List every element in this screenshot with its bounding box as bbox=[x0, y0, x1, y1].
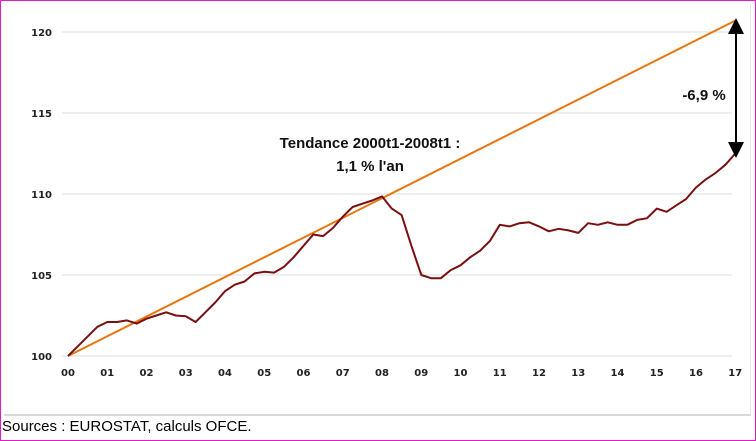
x-tick-label: 01 bbox=[100, 368, 114, 379]
y-tick-label: 120 bbox=[31, 28, 52, 39]
x-tick-label: 12 bbox=[532, 368, 546, 379]
gap-label: -6,9 % bbox=[682, 87, 725, 104]
trend-label-line1: Tendance 2000t1-2008t1 : bbox=[280, 135, 461, 152]
y-tick-label: 100 bbox=[31, 352, 52, 363]
x-tick-label: 03 bbox=[179, 368, 193, 379]
x-tick-label: 04 bbox=[218, 368, 232, 379]
x-tick-label: 11 bbox=[493, 368, 507, 379]
x-tick-label: 02 bbox=[140, 368, 154, 379]
x-tick-label: 16 bbox=[689, 368, 703, 379]
x-tick-label: 05 bbox=[257, 368, 271, 379]
x-tick-label: 14 bbox=[611, 368, 625, 379]
y-tick-label: 105 bbox=[31, 271, 52, 282]
x-tick-label: 10 bbox=[454, 368, 468, 379]
x-tick-label: 09 bbox=[414, 368, 428, 379]
x-tick-label: 15 bbox=[650, 368, 664, 379]
x-tick-label: 17 bbox=[728, 368, 742, 379]
y-tick-label: 110 bbox=[31, 190, 52, 201]
x-tick-label: 00 bbox=[61, 368, 75, 379]
x-tick-label: 08 bbox=[375, 368, 389, 379]
gdp-series-line bbox=[67, 152, 737, 357]
plot-area-border bbox=[4, 3, 751, 416]
x-tick-label: 13 bbox=[571, 368, 585, 379]
x-tick-label: 06 bbox=[297, 368, 311, 379]
x-tick-label: 07 bbox=[336, 368, 350, 379]
trend-line bbox=[67, 19, 736, 357]
y-tick-label: 115 bbox=[31, 109, 52, 120]
trend-label-line2: 1,1 % l'an bbox=[336, 158, 404, 175]
source-note: Sources : EUROSTAT, calculs OFCE. bbox=[2, 418, 252, 435]
